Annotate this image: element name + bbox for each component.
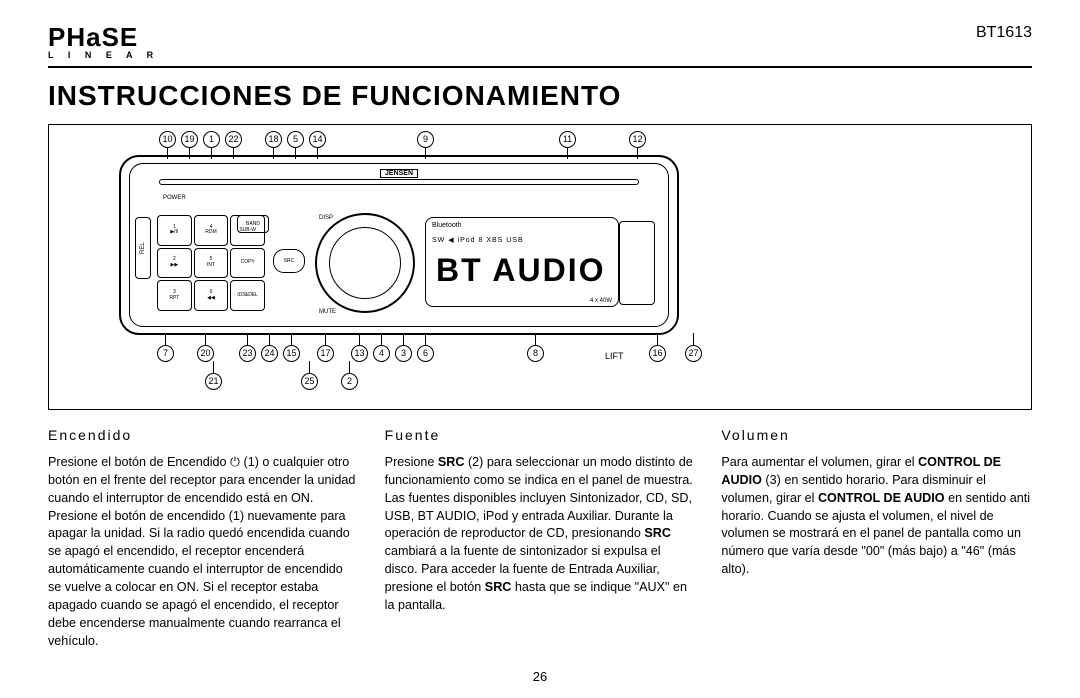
callout-21: 21 xyxy=(205,373,222,390)
heading-encendido: Encendido xyxy=(48,426,359,446)
model-number: BT1613 xyxy=(976,24,1032,42)
callout-9: 9 xyxy=(417,131,434,148)
power-label: POWER xyxy=(163,195,186,201)
callout-12: 12 xyxy=(629,131,646,148)
callout-17: 17 xyxy=(317,345,334,362)
lift-label: LIFT xyxy=(605,351,624,361)
brand-main: PHaSE xyxy=(48,24,159,50)
btn-band: BAND xyxy=(237,215,269,233)
btn-5: 5INT xyxy=(194,248,229,279)
page-title: INSTRUCCIONES DE FUNCIONAMIENTO xyxy=(48,80,1032,112)
callout-2: 2 xyxy=(341,373,358,390)
lcd-icons: SW ◀ iPod 8 XBS USB xyxy=(432,236,524,244)
callout-3: 3 xyxy=(395,345,412,362)
callout-11: 11 xyxy=(559,131,576,148)
body-fuente: Presione SRC (2) para seleccionar un mod… xyxy=(385,454,696,615)
lcd-display: Bluetooth SW ◀ iPod 8 XBS USB BT AUDIO 4… xyxy=(425,217,619,307)
callout-14: 14 xyxy=(309,131,326,148)
callout-25: 25 xyxy=(301,373,318,390)
lcd-power: 4 x 40W xyxy=(590,298,612,304)
brand-logo: PHaSE L I N E A R xyxy=(48,24,159,60)
col-encendido: Encendido Presione el botón de Encendido… xyxy=(48,426,359,651)
src-button: SRC xyxy=(273,249,305,273)
disp-label: DISP xyxy=(319,215,333,221)
volume-dial xyxy=(315,213,415,313)
callout-8: 8 xyxy=(527,345,544,362)
heading-fuente: Fuente xyxy=(385,426,696,446)
callout-20: 20 xyxy=(197,345,214,362)
callout-1: 1 xyxy=(203,131,220,148)
radio-outline: JENSEN POWER REL 1▶/II 4RDM SUB-W 2▶▶ 5I… xyxy=(119,155,679,335)
callout-24: 24 xyxy=(261,345,278,362)
callout-19: 19 xyxy=(181,131,198,148)
btn-id3: iD3&DEL xyxy=(230,280,265,311)
heading-volumen: Volumen xyxy=(721,426,1032,446)
callout-23: 23 xyxy=(239,345,256,362)
btn-2: 2▶▶ xyxy=(157,248,192,279)
callout-4: 4 xyxy=(373,345,390,362)
callout-27: 27 xyxy=(685,345,702,362)
lcd-main-text: BT AUDIO xyxy=(436,252,605,289)
col-volumen: Volumen Para aumentar el volumen, girar … xyxy=(721,426,1032,651)
btn-3: 3RPT xyxy=(157,280,192,311)
callout-22: 22 xyxy=(225,131,242,148)
callout-15: 15 xyxy=(283,345,300,362)
body-encendido: Presione el botón de Encendido ⏻ (1) o c… xyxy=(48,454,359,651)
col-fuente: Fuente Presione SRC (2) para seleccionar… xyxy=(385,426,696,651)
callout-7: 7 xyxy=(157,345,174,362)
release-button: REL xyxy=(135,217,151,279)
callout-18: 18 xyxy=(265,131,282,148)
callout-16: 16 xyxy=(649,345,666,362)
bt-icon: Bluetooth xyxy=(432,222,462,229)
btn-6: 6◀◀ xyxy=(194,280,229,311)
device-diagram: JENSEN POWER REL 1▶/II 4RDM SUB-W 2▶▶ 5I… xyxy=(48,124,1032,410)
body-volumen: Para aumentar el volumen, girar el CONTR… xyxy=(721,454,1032,579)
callout-6: 6 xyxy=(417,345,434,362)
callout-5: 5 xyxy=(287,131,304,148)
content-columns: Encendido Presione el botón de Encendido… xyxy=(48,426,1032,651)
btn-1: 1▶/II xyxy=(157,215,192,246)
sd-usb-slot xyxy=(619,221,655,305)
jensen-badge: JENSEN xyxy=(380,169,418,178)
header-rule xyxy=(48,66,1032,68)
mute-label: MUTE xyxy=(319,309,336,315)
brand-sub: L I N E A R xyxy=(48,50,159,60)
cd-slot xyxy=(159,179,639,185)
callout-10: 10 xyxy=(159,131,176,148)
btn-copy: COPY xyxy=(230,248,265,279)
btn-4: 4RDM xyxy=(194,215,229,246)
callout-13: 13 xyxy=(351,345,368,362)
page-number: 26 xyxy=(533,669,547,684)
